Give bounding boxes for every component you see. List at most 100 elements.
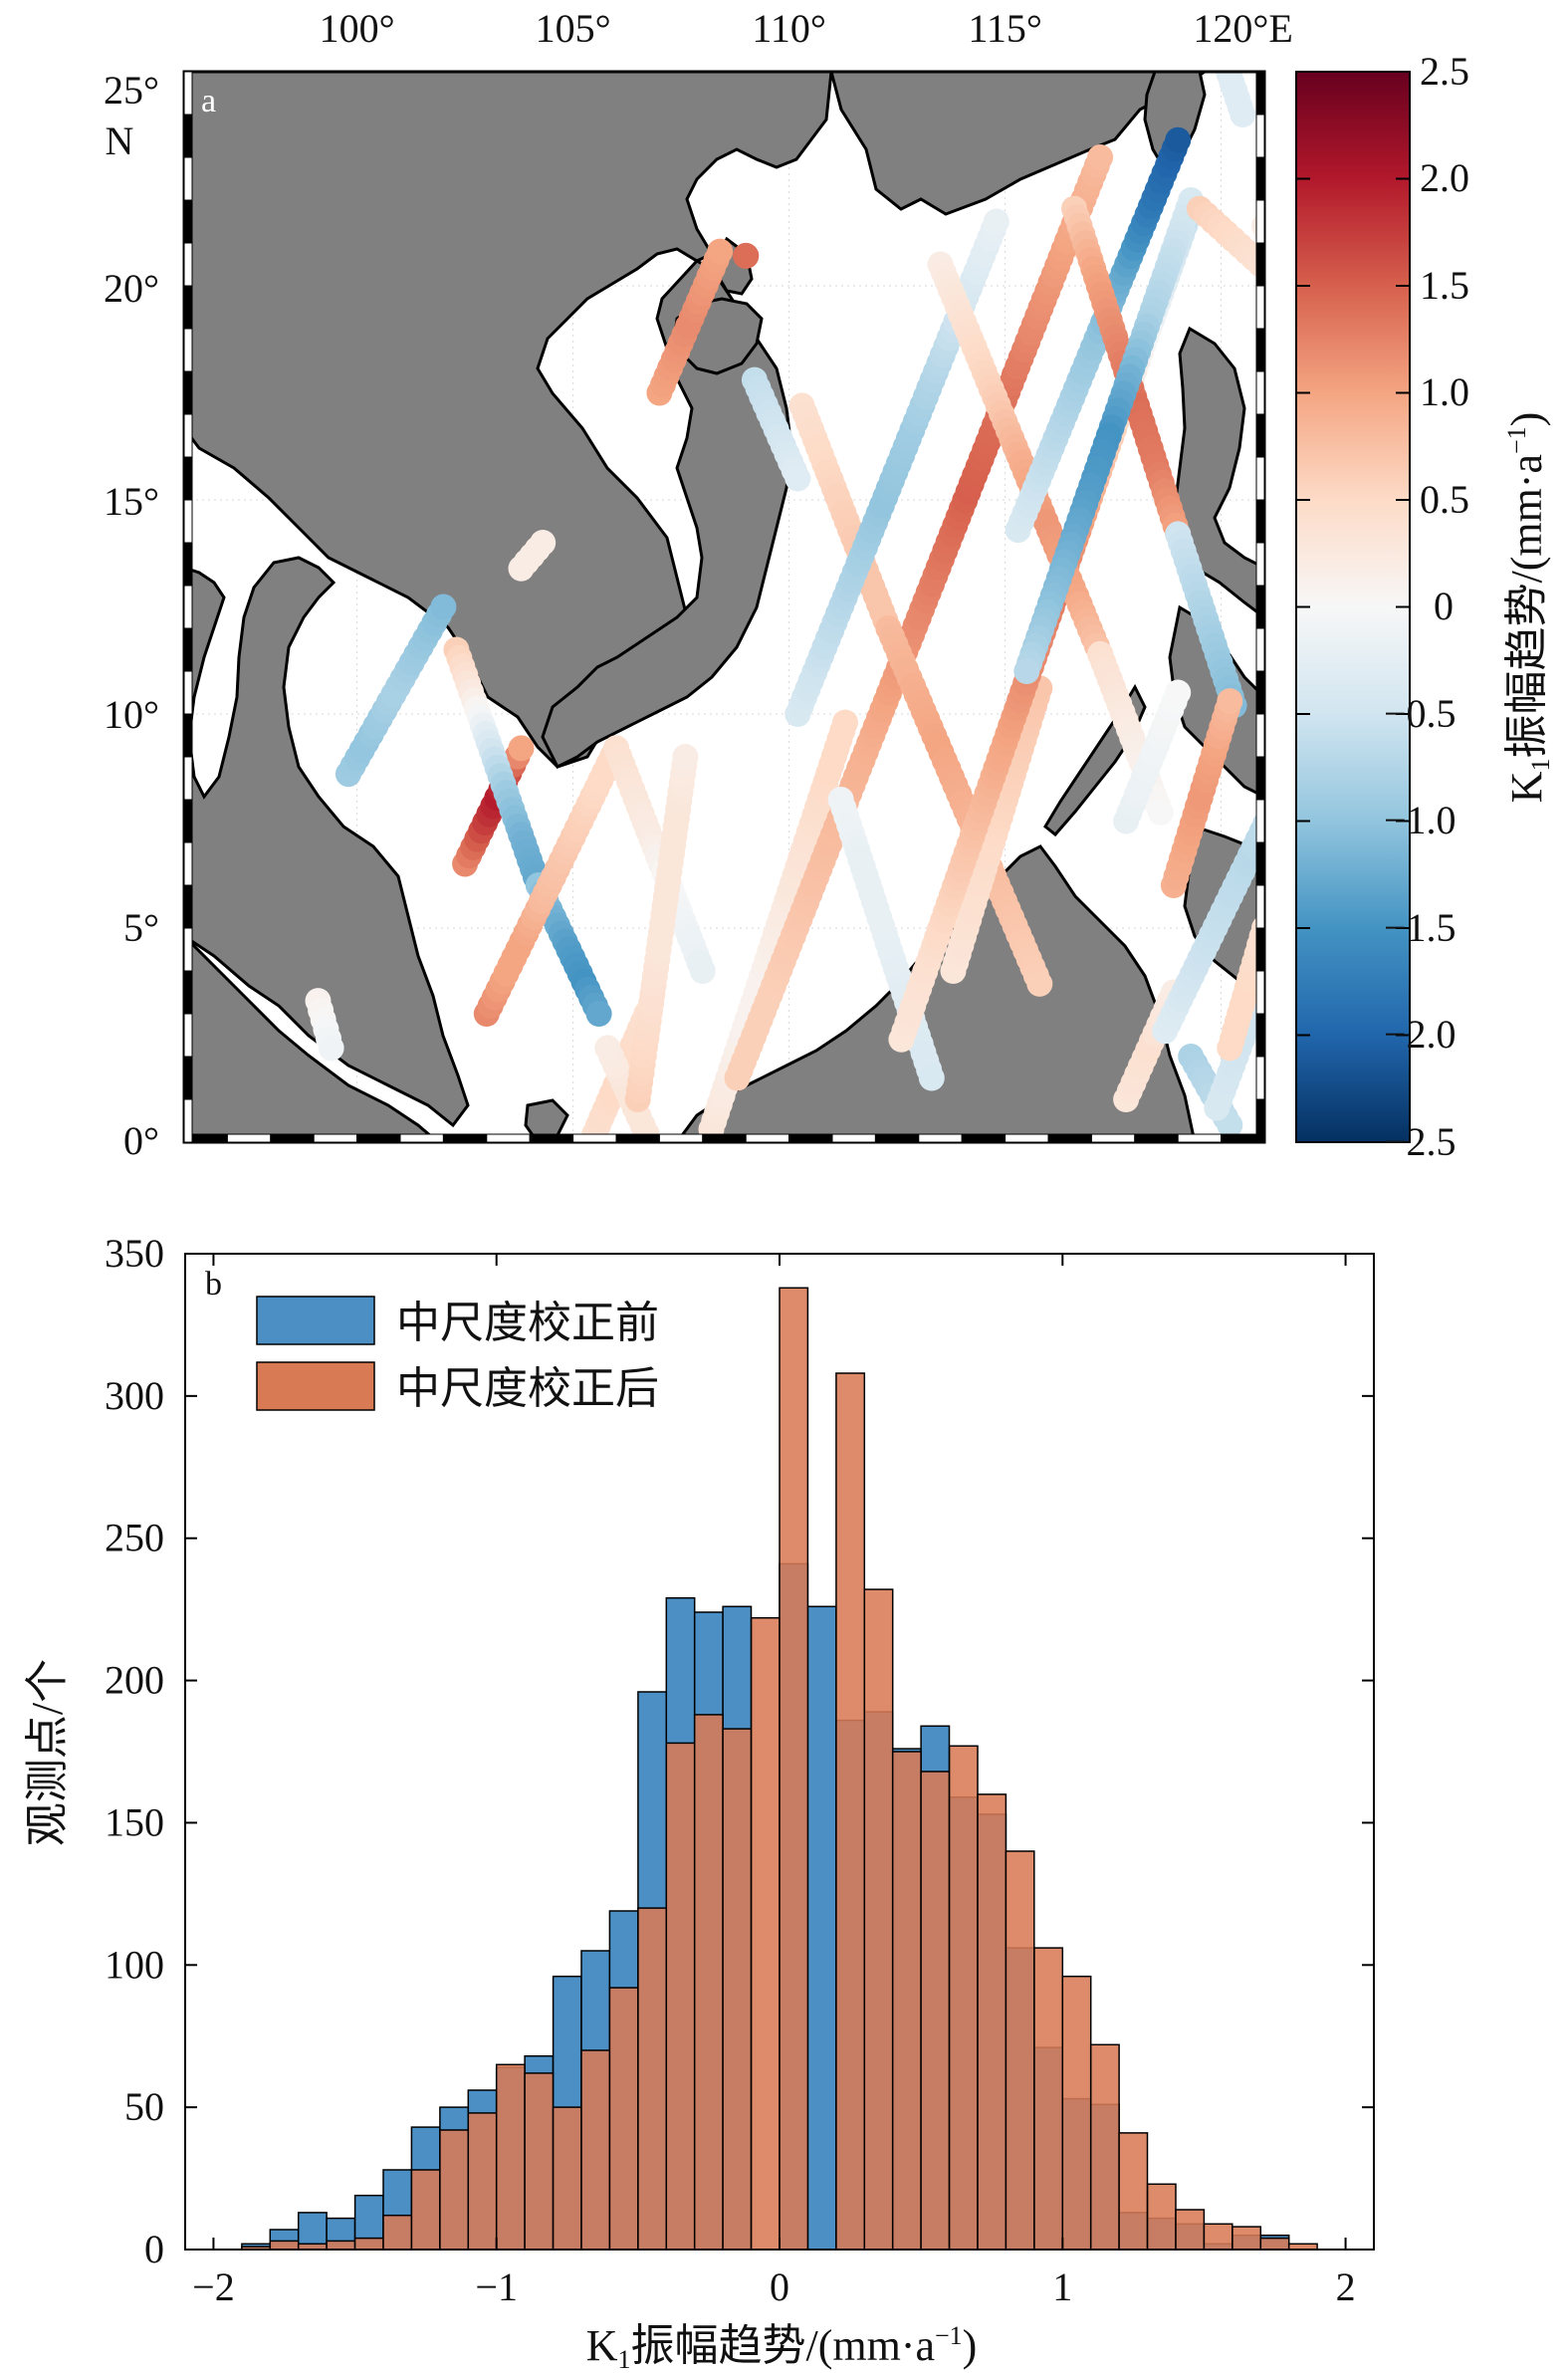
lat-tick-label: 20° (104, 266, 159, 311)
legend-swatch-after (256, 1361, 375, 1411)
track-point (1165, 679, 1192, 706)
zebra-segment (226, 1133, 272, 1143)
histogram-bar-after (891, 1751, 922, 2251)
zebra-segment (831, 1133, 876, 1143)
lon-tick-label: 100° (320, 6, 395, 51)
zebra-segment (1134, 1133, 1179, 1143)
zebra-segment (1255, 499, 1265, 544)
histogram-xtick-label: 1 (1052, 2264, 1072, 2309)
zebra-segment (529, 1133, 574, 1143)
zebra-segment (313, 1133, 358, 1143)
histogram-ytick-label: 300 (105, 1373, 164, 1418)
colorbar-tick-label: 1.5 (1420, 263, 1469, 308)
zebra-segment (183, 927, 193, 972)
track-point (733, 242, 760, 269)
zebra-segment (1255, 927, 1265, 972)
track-point (508, 555, 535, 582)
zebra-segment (183, 841, 193, 886)
histogram-bar-after (1259, 2237, 1290, 2251)
zebra-segment (658, 1133, 704, 1143)
track-point (1217, 688, 1243, 715)
histogram-bar-after (580, 2049, 611, 2251)
zebra-segment (1255, 1013, 1265, 1058)
zebra-segment (1255, 627, 1265, 672)
lon-tick-label: 105° (536, 6, 611, 51)
zebra-segment (183, 114, 193, 158)
histogram-bar-after (693, 1714, 724, 2251)
histogram-bar-after (977, 1793, 1008, 2251)
zebra-segment (356, 1133, 401, 1143)
colorbar-tick-label: 0 (1434, 584, 1454, 628)
colorbar-tick-label: 2.5 (1420, 49, 1469, 94)
histogram-bar-after (1033, 1947, 1064, 2251)
track-point (1165, 126, 1192, 153)
colorbar-tick-label: −0.5 (1384, 691, 1456, 736)
track-point (1230, 102, 1256, 127)
histogram-bar-after (608, 1987, 639, 2251)
histogram-ytick-label: 150 (105, 1799, 164, 1844)
histogram-bar-after (722, 1728, 753, 2251)
histogram-bar-after (665, 1742, 696, 2251)
histogram-bar-before (806, 1605, 837, 2251)
histogram-bar-after (552, 2106, 582, 2251)
histogram-bar-after (1146, 2183, 1177, 2251)
track-point (1267, 924, 1293, 950)
zebra-segment (183, 413, 193, 458)
lon-tick-label: 120°E (1193, 6, 1292, 51)
land-vietnam-south (541, 259, 793, 770)
zebra-segment (1255, 799, 1265, 843)
histogram-xtick-label: −1 (475, 2264, 518, 2309)
zebra-segment (572, 1133, 617, 1143)
zebra-segment (183, 285, 193, 330)
histogram-bars-after (241, 1287, 1318, 2251)
legend-swatch-before (256, 1296, 375, 1345)
zebra-segment (1255, 756, 1265, 801)
histogram-bar-after (750, 1616, 781, 2251)
track-point (784, 465, 811, 492)
lat-tick-label: 10° (104, 692, 159, 737)
lat-tick-label: 0° (123, 1118, 159, 1163)
histogram-bar-after (439, 2129, 470, 2251)
zebra-segment (1090, 1133, 1136, 1143)
zebra-segment (183, 199, 193, 244)
colorbar-title: K1振幅趋势/(mm·a−1) (1502, 412, 1555, 804)
histogram-ytick-label: 350 (105, 1231, 164, 1276)
histogram-bar-after (779, 1287, 809, 2251)
track-point (983, 208, 1009, 235)
lat-tick-label-suffix: N (106, 119, 134, 163)
lon-tick-label: 110° (752, 6, 826, 51)
track-point (430, 593, 457, 620)
histogram-legend: 中尺度校正前 中尺度校正后 (256, 1296, 659, 1413)
histogram-panel-letter: b (205, 1266, 222, 1303)
zebra-segment (1255, 114, 1265, 158)
colorbar-tick-label: −2.0 (1384, 1012, 1456, 1057)
track-layer (305, 72, 1299, 1142)
track-point (1271, 915, 1297, 941)
colorbar-tick-label: 1.0 (1420, 369, 1469, 414)
zebra-segment (788, 1133, 833, 1143)
histogram-bar-after (353, 2237, 384, 2251)
histogram-bar-after (326, 2240, 356, 2251)
zebra-segment (1255, 670, 1265, 715)
colorbar-tick-label: −2.5 (1384, 1119, 1456, 1164)
zebra-segment (1255, 328, 1265, 372)
histogram-bar-after (495, 2063, 526, 2251)
histogram-ytick-label: 250 (105, 1516, 164, 1560)
track-point (689, 958, 716, 984)
track-point (1273, 264, 1299, 290)
zebra-segment (1005, 1133, 1049, 1143)
land-luzon (1173, 326, 1264, 619)
histogram-panel: −2 −1 0 1 2 0 50 100 150 200 250 300 350… (23, 1231, 1375, 2373)
histogram-bar-after (1061, 1975, 1092, 2251)
histogram-ytick-label: 100 (105, 1942, 164, 1987)
histogram-bar-after (637, 1907, 668, 2251)
histogram-bar-after (467, 2112, 498, 2251)
zebra-segment (1255, 456, 1265, 501)
zebra-segment (1177, 1133, 1223, 1143)
zebra-segment (183, 156, 193, 201)
zebra-segment (183, 970, 193, 1015)
histogram-xtick-label: 0 (770, 2264, 789, 2309)
zebra-segment (1255, 413, 1265, 458)
lat-tick-label: 25° (104, 68, 159, 113)
